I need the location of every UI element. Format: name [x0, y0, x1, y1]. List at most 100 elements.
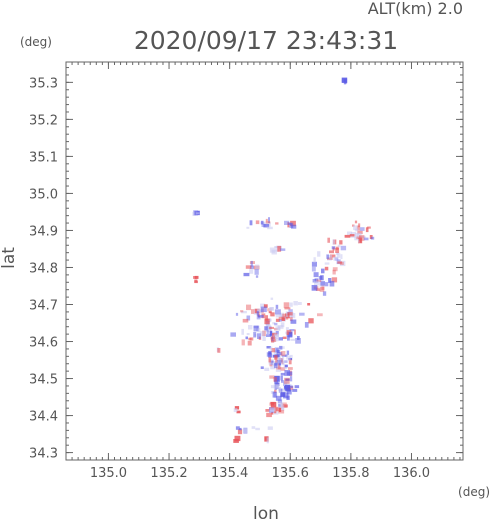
- echo-cell: [269, 375, 275, 379]
- echo-cell: [260, 306, 267, 313]
- echo-cell: [269, 402, 272, 406]
- echo-cell: [311, 285, 318, 291]
- echo-cell: [246, 304, 252, 311]
- echo-cell: [240, 310, 244, 313]
- echo-cell: [279, 345, 283, 350]
- echo-cell: [289, 302, 293, 307]
- echo-cell: [270, 297, 274, 300]
- echo-cell: [354, 220, 358, 224]
- echo-cell: [320, 281, 325, 286]
- x-tick-label: 135.6: [272, 466, 309, 481]
- echo-cell: [268, 353, 273, 358]
- echo-cell: [337, 244, 341, 248]
- echo-cell: [363, 237, 369, 241]
- echo-cell: [282, 356, 285, 360]
- echo-cell: [325, 282, 329, 287]
- echo-cell: [265, 218, 268, 222]
- echo-cell: [287, 312, 293, 316]
- echo-cell: [280, 375, 283, 381]
- echo-cell: [282, 317, 286, 321]
- echo-cell: [263, 304, 268, 308]
- echo-cell: [283, 302, 290, 308]
- echo-cell: [242, 428, 248, 434]
- echo-cell: [281, 380, 284, 383]
- echo-cell: [335, 246, 339, 250]
- echo-cell: [357, 230, 363, 235]
- echo-cell: [274, 389, 277, 393]
- echo-cell: [329, 280, 335, 287]
- echo-cell: [277, 350, 281, 353]
- echo-cell: [355, 232, 359, 237]
- echo-cell: [271, 348, 276, 353]
- echo-cell: [275, 318, 280, 322]
- echo-cell: [230, 332, 236, 337]
- echo-cell: [277, 363, 280, 370]
- echo-cell: [248, 325, 253, 330]
- echo-cell: [233, 408, 238, 413]
- echo-cell: [255, 264, 260, 270]
- echo-cell: [307, 303, 311, 306]
- echo-cell: [275, 246, 280, 252]
- echo-cell: [344, 234, 351, 238]
- echo-cell: [275, 304, 279, 309]
- echo-cell: [274, 347, 280, 353]
- echo-cell: [282, 404, 288, 408]
- echo-cell: [267, 226, 273, 230]
- echo-cell: [331, 277, 338, 283]
- echo-cell: [286, 354, 289, 360]
- echo-cell: [281, 354, 287, 357]
- echo-cell: [243, 272, 250, 277]
- echo-cell: [234, 406, 240, 410]
- echo-cell: [241, 328, 244, 335]
- echo-cell: [286, 330, 289, 335]
- echo-cell: [256, 311, 259, 316]
- echo-cell: [290, 376, 293, 382]
- echo-cell: [278, 316, 285, 320]
- echo-cell: [273, 334, 279, 339]
- echo-cell: [349, 234, 355, 237]
- echo-cell: [266, 323, 270, 329]
- echo-cell: [281, 388, 287, 393]
- y-tick-label: 35.1: [29, 150, 58, 165]
- echo-cell: [273, 333, 279, 336]
- echo-cell: [274, 363, 278, 369]
- echo-cell: [278, 319, 282, 322]
- echo-cell: [278, 407, 282, 412]
- echo-cell: [274, 309, 281, 315]
- echo-cell: [353, 225, 358, 231]
- echo-cell: [314, 280, 320, 286]
- echo-cell: [249, 261, 255, 264]
- echo-cell: [293, 301, 298, 306]
- echo-cell: [290, 338, 296, 341]
- echo-cell: [321, 285, 325, 290]
- echo-cell: [236, 410, 241, 414]
- echo-cell: [254, 269, 259, 275]
- echo-cell: [260, 303, 266, 308]
- x-unit-label: (deg): [458, 485, 490, 499]
- echo-cell: [264, 367, 270, 371]
- echo-cell: [294, 329, 296, 335]
- echo-cell: [241, 339, 245, 346]
- echo-cell: [261, 223, 266, 227]
- echo-cell: [270, 402, 277, 408]
- echo-cell: [341, 77, 348, 83]
- echo-cell: [249, 337, 254, 341]
- echo-cell: [278, 337, 283, 341]
- echo-cell: [246, 315, 251, 321]
- echo-cell: [321, 268, 325, 274]
- echo-cell: [268, 357, 272, 363]
- echo-cell: [288, 332, 293, 338]
- echo-cell: [256, 316, 261, 320]
- y-tick-label: 34.8: [29, 261, 58, 276]
- echo-cell: [263, 224, 270, 228]
- echo-cell: [268, 359, 274, 365]
- echo-cell: [235, 312, 239, 316]
- echo-cell: [269, 312, 274, 317]
- echo-cell: [285, 327, 289, 331]
- echo-cell: [290, 319, 297, 324]
- echo-cell: [266, 334, 271, 337]
- echo-cell: [288, 309, 293, 313]
- echo-cell: [331, 246, 336, 250]
- echo-cell: [284, 307, 291, 310]
- echo-cell: [284, 220, 290, 225]
